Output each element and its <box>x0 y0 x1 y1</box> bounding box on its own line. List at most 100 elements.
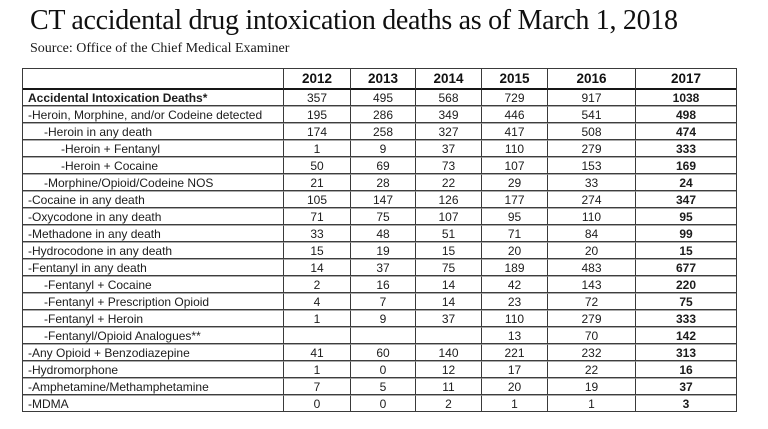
intoxication-deaths-table: 2012 2013 2014 2015 2016 2017 Accidental Into… <box>22 68 737 412</box>
value-cell: 142 <box>636 327 736 344</box>
value-cell: 73 <box>416 157 482 174</box>
value-cell: 220 <box>636 276 736 293</box>
value-cell: 15 <box>636 242 736 259</box>
value-cell: 1038 <box>636 90 736 106</box>
value-cell: 37 <box>416 140 482 157</box>
year-header: 2015 <box>482 69 548 90</box>
value-cell: 69 <box>351 157 416 174</box>
table-row: -Fentanyl + Cocaine 2 16 14 42 143 220 <box>23 276 736 293</box>
value-cell: 20 <box>482 378 548 395</box>
row-label: -Fentanyl + Heroin <box>23 310 284 327</box>
source-line: Source: Office of the Chief Medical Exam… <box>30 41 290 56</box>
value-cell: 5 <box>351 378 416 395</box>
table-row: -MDMA 0 0 2 1 1 3 <box>23 395 736 411</box>
value-cell: 19 <box>548 378 636 395</box>
value-cell: 71 <box>284 208 351 225</box>
row-label: -Fentanyl + Prescription Opioid <box>23 293 284 310</box>
value-cell: 84 <box>548 225 636 242</box>
value-cell: 147 <box>351 191 416 208</box>
value-cell: 15 <box>416 242 482 259</box>
table-row: -Heroin in any death 174 258 327 417 508 474 <box>23 123 736 140</box>
value-cell <box>351 327 416 344</box>
value-cell: 474 <box>636 123 736 140</box>
row-label: -MDMA <box>23 395 284 411</box>
value-cell: 20 <box>482 242 548 259</box>
value-cell: 110 <box>482 310 548 327</box>
value-cell: 221 <box>482 344 548 361</box>
value-cell: 37 <box>416 310 482 327</box>
value-cell: 75 <box>416 259 482 276</box>
value-cell: 95 <box>636 208 736 225</box>
value-cell: 140 <box>416 344 482 361</box>
value-cell: 0 <box>284 395 351 411</box>
value-cell: 274 <box>548 191 636 208</box>
value-cell: 12 <box>416 361 482 378</box>
table-row: -Fentanyl/Opioid Analogues** 13 70 142 <box>23 327 736 344</box>
row-label: -Oxycodone in any death <box>23 208 284 225</box>
row-label: -Methadone in any death <box>23 225 284 242</box>
value-cell: 917 <box>548 90 636 106</box>
value-cell: 15 <box>284 242 351 259</box>
value-cell: 107 <box>416 208 482 225</box>
value-cell: 279 <box>548 140 636 157</box>
row-label: -Fentanyl in any death <box>23 259 284 276</box>
value-cell: 22 <box>548 361 636 378</box>
row-label: -Cocaine in any death <box>23 191 284 208</box>
value-cell: 729 <box>482 90 548 106</box>
value-cell: 7 <box>351 293 416 310</box>
value-cell: 33 <box>548 174 636 191</box>
value-cell: 42 <box>482 276 548 293</box>
table-row: -Heroin + Cocaine 50 69 73 107 153 169 <box>23 157 736 174</box>
value-cell: 1 <box>284 361 351 378</box>
value-cell: 95 <box>482 208 548 225</box>
value-cell: 60 <box>351 344 416 361</box>
value-cell: 37 <box>351 259 416 276</box>
value-cell: 508 <box>548 123 636 140</box>
value-cell: 16 <box>351 276 416 293</box>
row-label: -Heroin, Morphine, and/or Codeine detect… <box>23 106 284 123</box>
value-cell: 333 <box>636 140 736 157</box>
value-cell: 143 <box>548 276 636 293</box>
value-cell: 1 <box>284 310 351 327</box>
table-row: -Amphetamine/Methamphetamine 7 5 11 20 19 37 <box>23 378 736 395</box>
value-cell: 1 <box>482 395 548 411</box>
value-cell: 71 <box>482 225 548 242</box>
value-cell: 2 <box>416 395 482 411</box>
value-cell: 541 <box>548 106 636 123</box>
value-cell <box>284 327 351 344</box>
value-cell: 14 <box>284 259 351 276</box>
table-row: -Oxycodone in any death 71 75 107 95 110 95 <box>23 208 736 225</box>
value-cell: 153 <box>548 157 636 174</box>
value-cell: 347 <box>636 191 736 208</box>
year-header: 2017 <box>636 69 736 90</box>
value-cell: 0 <box>351 395 416 411</box>
value-cell: 195 <box>284 106 351 123</box>
value-cell: 24 <box>636 174 736 191</box>
value-cell: 3 <box>636 395 736 411</box>
value-cell: 677 <box>636 259 736 276</box>
value-cell: 11 <box>416 378 482 395</box>
value-cell: 19 <box>351 242 416 259</box>
row-label: -Hydrocodone in any death <box>23 242 284 259</box>
value-cell: 22 <box>416 174 482 191</box>
value-cell: 33 <box>284 225 351 242</box>
value-cell: 29 <box>482 174 548 191</box>
row-label: -Fentanyl + Cocaine <box>23 276 284 293</box>
value-cell: 417 <box>482 123 548 140</box>
value-cell: 498 <box>636 106 736 123</box>
value-cell: 99 <box>636 225 736 242</box>
value-cell: 41 <box>284 344 351 361</box>
value-cell: 568 <box>416 90 482 106</box>
value-cell: 23 <box>482 293 548 310</box>
row-label: -Heroin + Fentanyl <box>23 140 284 157</box>
value-cell: 286 <box>351 106 416 123</box>
value-cell: 48 <box>351 225 416 242</box>
value-cell: 349 <box>416 106 482 123</box>
value-cell: 258 <box>351 123 416 140</box>
row-label: -Morphine/Opioid/Codeine NOS <box>23 174 284 191</box>
value-cell: 9 <box>351 140 416 157</box>
value-cell: 16 <box>636 361 736 378</box>
value-cell: 50 <box>284 157 351 174</box>
table-row: -Hydromorphone 1 0 12 17 22 16 <box>23 361 736 378</box>
